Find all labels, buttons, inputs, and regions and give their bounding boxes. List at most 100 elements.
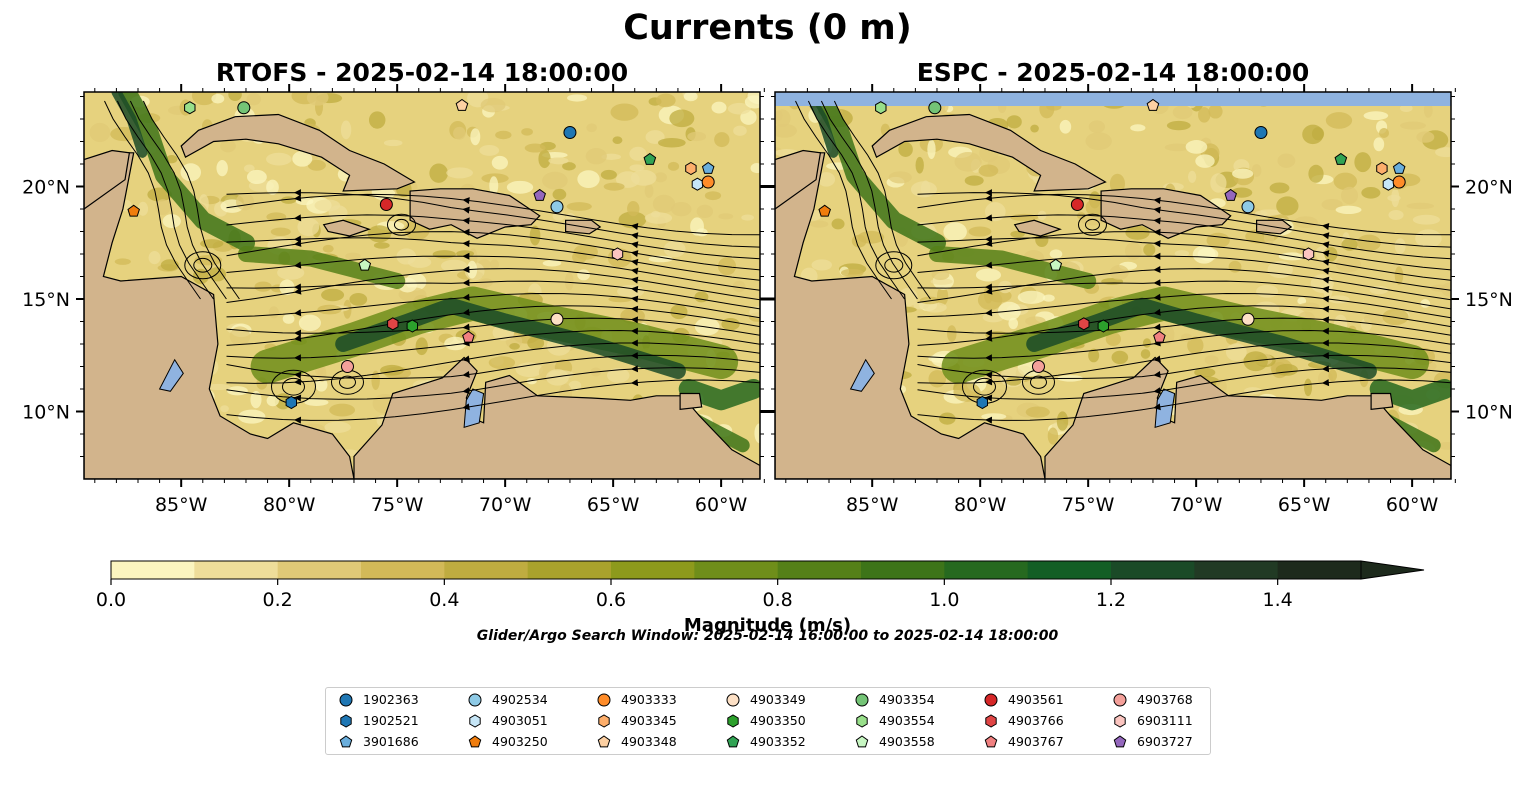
speed-blob bbox=[521, 128, 533, 136]
legend-label: 4903766 bbox=[1008, 713, 1064, 728]
legend-marker-4903348 bbox=[597, 735, 611, 748]
float-marker-3901686 bbox=[1392, 161, 1406, 174]
lat-tick-label: 10°N bbox=[22, 402, 70, 424]
land-hisp bbox=[1100, 188, 1232, 239]
lon-tick-label: 85°W bbox=[846, 494, 899, 516]
speed-blob bbox=[429, 163, 449, 183]
colorbar-tick-label: 1.2 bbox=[1096, 589, 1126, 611]
current-band bbox=[238, 246, 406, 289]
streamline-arrow bbox=[984, 261, 993, 269]
speed-blob bbox=[671, 202, 692, 217]
lon-tick-label: 70°W bbox=[479, 494, 532, 516]
streamline-arrow bbox=[1153, 293, 1161, 301]
speed-blob bbox=[495, 130, 512, 140]
float-marker-6903111 bbox=[611, 247, 624, 261]
colorbar-segment bbox=[1111, 561, 1195, 579]
speed-blob bbox=[1321, 198, 1343, 211]
float-marker-4903767 bbox=[1153, 330, 1166, 343]
speed-blob bbox=[1085, 132, 1112, 151]
streamline-arrow bbox=[1153, 279, 1161, 287]
legend-label: 4903554 bbox=[879, 713, 935, 728]
speed-blob bbox=[211, 93, 225, 104]
speed-blob bbox=[527, 336, 545, 350]
speed-blob bbox=[1412, 214, 1441, 225]
speed-blob bbox=[1111, 350, 1129, 365]
legend-marker-shape bbox=[855, 735, 869, 748]
speed-blob bbox=[1088, 348, 1100, 363]
streamline-arrow bbox=[630, 305, 639, 313]
speed-blob bbox=[577, 170, 600, 189]
speed-blob bbox=[775, 123, 797, 138]
speed-blob bbox=[840, 268, 864, 277]
streamline-arrow bbox=[984, 329, 992, 337]
speed-blob bbox=[964, 175, 984, 186]
streamline bbox=[129, 100, 227, 300]
float-legend: 1902363 1902521 3901686 4902534 4903051 49032… bbox=[325, 687, 1211, 755]
streamline bbox=[917, 193, 1451, 236]
streamline-arrow bbox=[1321, 223, 1330, 230]
streamline bbox=[917, 329, 1451, 359]
eddy bbox=[184, 251, 222, 280]
speed-blob bbox=[1335, 205, 1362, 215]
speed-blob bbox=[566, 202, 592, 211]
streamline-arrow bbox=[1321, 232, 1330, 240]
speed-blob bbox=[1195, 154, 1215, 168]
speed-blob bbox=[1356, 234, 1381, 252]
colorbar-segment bbox=[444, 561, 529, 579]
streamline bbox=[917, 280, 1451, 310]
streamline-arrow bbox=[462, 308, 470, 316]
legend-marker-4903354 bbox=[855, 693, 869, 707]
speed-blob bbox=[1187, 170, 1197, 183]
float-marker-4903051 bbox=[691, 177, 704, 191]
streamline-arrow bbox=[293, 416, 302, 424]
legend-marker-4903345 bbox=[598, 714, 610, 728]
speed-blob bbox=[1251, 164, 1262, 177]
figure-title: Currents (0 m) bbox=[623, 8, 912, 48]
speed-blob bbox=[368, 111, 386, 129]
streamline bbox=[226, 342, 760, 384]
streamline-arrow bbox=[293, 189, 301, 197]
speed-blob bbox=[857, 230, 885, 244]
float-marker-4903250 bbox=[818, 204, 831, 217]
float-marker-6903727 bbox=[1224, 188, 1237, 201]
streamline bbox=[917, 255, 1451, 291]
speed-blob bbox=[1420, 299, 1431, 308]
land-jam bbox=[1013, 219, 1062, 237]
lake-maracaibo bbox=[463, 388, 485, 428]
eddy bbox=[338, 375, 356, 389]
speed-blob bbox=[432, 250, 456, 259]
speed-blob bbox=[711, 101, 727, 114]
streamline-arrow bbox=[1321, 352, 1329, 360]
speed-blob bbox=[114, 258, 131, 265]
speed-blob bbox=[1160, 325, 1175, 345]
speed-blob bbox=[415, 337, 428, 356]
streamline-arrow bbox=[630, 285, 639, 293]
streamline-arrow bbox=[984, 394, 993, 402]
land-trinidad bbox=[1370, 392, 1394, 410]
speed-blob bbox=[552, 188, 567, 201]
speed-blob bbox=[775, 110, 783, 121]
streamline bbox=[833, 100, 931, 300]
speed-blob bbox=[1399, 121, 1426, 130]
lake-nicaragua bbox=[158, 358, 184, 392]
speed-blob bbox=[243, 164, 255, 173]
panel-frame bbox=[774, 91, 1452, 480]
streamline bbox=[226, 379, 760, 421]
streamline-arrow bbox=[462, 206, 470, 214]
streamline-arrow bbox=[462, 293, 470, 301]
legend-marker-shape bbox=[340, 714, 352, 728]
speed-blob bbox=[718, 213, 734, 220]
float-marker-4903768 bbox=[1031, 360, 1045, 373]
land-central bbox=[84, 152, 355, 479]
streamline-arrow bbox=[630, 339, 638, 347]
float-marker-4903554 bbox=[184, 101, 196, 115]
float-marker-4903350 bbox=[406, 319, 418, 333]
speed-blob bbox=[1210, 173, 1227, 193]
streamline bbox=[226, 214, 760, 260]
speed-blob bbox=[444, 336, 467, 351]
speed-blob bbox=[1416, 131, 1435, 143]
streamline-arrow bbox=[1153, 403, 1161, 411]
speed-blob bbox=[1328, 369, 1338, 382]
speed-blob bbox=[373, 242, 390, 249]
speed-blob bbox=[1049, 249, 1063, 259]
